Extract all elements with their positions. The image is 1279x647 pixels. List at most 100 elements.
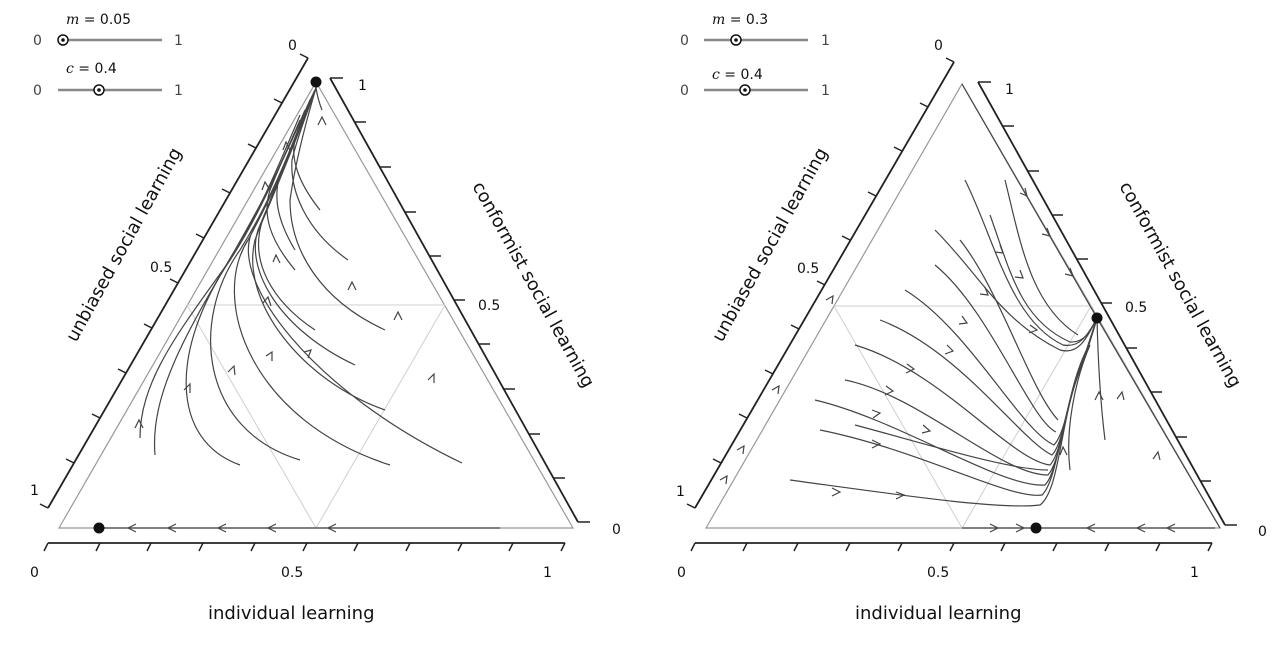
panel-left: m = 0.05 0 1 c = 0.4 0 1: [30, 12, 621, 624]
top-label: 0: [288, 38, 297, 54]
trajectory: [293, 85, 321, 211]
slider-m-left[interactable]: m = 0.05 0 1: [33, 12, 183, 49]
arrow: [958, 315, 969, 325]
arrow: [134, 418, 144, 429]
arrow: [183, 382, 191, 393]
arrow: [884, 385, 895, 396]
slider-knob-dot: [97, 88, 101, 92]
arrow: [1041, 227, 1051, 237]
equilibrium-point[interactable]: [310, 76, 322, 88]
arrow: [1135, 523, 1146, 533]
trajectory: [276, 89, 316, 251]
arrow: [719, 474, 728, 485]
arrow: [303, 349, 312, 359]
arrow: [1165, 523, 1176, 533]
right-top-label: 1: [1005, 82, 1014, 98]
trajectory: [854, 424, 1049, 471]
right-top-label: 1: [358, 78, 367, 94]
trajectory: [315, 87, 323, 111]
bottom-left-label: 0: [677, 565, 686, 581]
trajectory: [254, 97, 356, 366]
slider-c-label: c = 0.4: [712, 67, 763, 83]
slider-m-right[interactable]: m = 0.3 0 1: [680, 12, 830, 49]
trajectory: [819, 317, 1098, 496]
arrow: [895, 491, 906, 500]
right-axis-ticks: [355, 121, 565, 479]
left-bottom-label: 1: [30, 483, 39, 499]
arrow: [393, 310, 403, 321]
equilibrium-point[interactable]: [93, 522, 105, 534]
arrow: [272, 253, 281, 264]
trajectory: [961, 83, 1098, 319]
arrow: [266, 523, 277, 533]
trajectory: [1004, 179, 1079, 336]
trajectory: [879, 319, 1088, 456]
bottom-axis-ticks: [43, 542, 566, 552]
arrow: [921, 424, 932, 434]
equilibrium-point[interactable]: [1091, 312, 1103, 324]
arrow: [944, 344, 955, 355]
slider-c-right[interactable]: c = 0.4 0 1: [680, 67, 830, 99]
arrow: [265, 350, 273, 361]
trajectory: [252, 99, 386, 411]
equilibrium-point[interactable]: [1030, 522, 1042, 534]
arrow: [261, 180, 271, 191]
trajectory: [258, 95, 316, 331]
bottom-right-label: 1: [543, 565, 552, 581]
arrow: [979, 286, 989, 296]
right-bottom-label: 0: [1258, 524, 1267, 540]
arrow: [1015, 523, 1026, 533]
arrow: [831, 487, 842, 497]
arrow: [1028, 324, 1039, 334]
axis-title-left: unbiased social learning: [708, 144, 832, 345]
right-bottom-label: 0: [612, 522, 621, 538]
axis-title-left: unbiased social learning: [62, 144, 186, 345]
trajectory: [289, 87, 386, 331]
left-axis-ticks: [39, 53, 309, 509]
slider-knob-dot: [61, 38, 65, 42]
slider-m-max: 1: [174, 33, 183, 49]
slider-c-label: c = 0.4: [66, 61, 117, 77]
arrow: [871, 409, 882, 419]
bottom-mid-label: 0.5: [927, 565, 949, 581]
trajectories: [789, 83, 1221, 529]
trajectory: [1096, 317, 1221, 529]
arrow: [166, 523, 177, 533]
arrow: [905, 363, 916, 374]
slider-m-min: 0: [33, 33, 42, 49]
arrow: [1059, 445, 1068, 456]
arrow: [126, 523, 137, 533]
arrow: [871, 439, 882, 449]
left-mid-label: 0.5: [150, 260, 172, 276]
arrow: [994, 244, 1004, 254]
trajectory: [185, 114, 301, 466]
slider-m-label: m = 0.3: [712, 12, 768, 28]
right-axis-ticks: [1003, 125, 1211, 482]
trajectories: [100, 85, 500, 529]
slider-knob-dot: [734, 38, 738, 42]
slider-c-min: 0: [33, 83, 42, 99]
arrow: [1014, 269, 1024, 279]
arrow: [347, 280, 357, 291]
trajectory: [904, 289, 1089, 446]
bottom-left-label: 0: [30, 565, 39, 581]
slider-c-max: 1: [821, 83, 830, 99]
axis-title-bottom: individual learning: [855, 603, 1022, 624]
slider-c-max: 1: [174, 83, 183, 99]
arrow: [326, 523, 337, 533]
arrow: [736, 444, 745, 455]
trajectory: [854, 317, 1098, 466]
slider-c-left[interactable]: c = 0.4 0 1: [33, 61, 183, 99]
slider-m-label: m = 0.05: [66, 12, 131, 28]
arrow: [282, 140, 291, 151]
bottom-right-label: 1: [1190, 565, 1199, 581]
trajectory: [964, 179, 1098, 346]
bottom-axis-ticks: [690, 542, 1213, 552]
arrowheads: [719, 187, 1176, 533]
arrow: [1094, 390, 1104, 401]
slider-m-min: 0: [680, 33, 689, 49]
trajectory: [934, 229, 1098, 352]
left-bottom-label: 1: [676, 484, 685, 500]
trajectory: [233, 99, 391, 466]
